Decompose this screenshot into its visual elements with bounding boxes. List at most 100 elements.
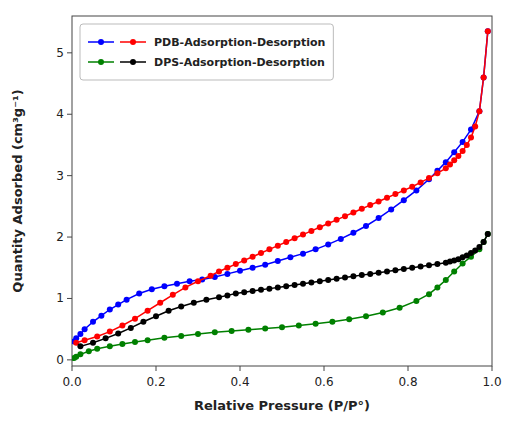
legend-frame (80, 24, 333, 80)
point (472, 124, 478, 130)
x-tick (492, 366, 493, 371)
point (443, 277, 449, 283)
point (460, 148, 466, 154)
point (132, 316, 138, 322)
point (434, 284, 440, 290)
point (300, 251, 306, 257)
point (418, 179, 424, 185)
point (82, 337, 88, 343)
point (409, 265, 415, 271)
y-tick (67, 175, 72, 176)
point (241, 257, 247, 263)
y-tick-label: 4 (56, 107, 64, 121)
point (140, 319, 146, 325)
point (468, 135, 474, 141)
point (485, 28, 491, 34)
point (224, 292, 230, 298)
point (94, 346, 100, 352)
legend-marker (130, 39, 136, 45)
point (292, 235, 298, 241)
point (380, 310, 386, 316)
x-tick-label: 0.6 (314, 375, 333, 389)
point (460, 260, 466, 266)
point (90, 340, 96, 346)
y-axis-label: Quantity Adsorbed (cm³g⁻¹) (10, 89, 25, 292)
point (300, 232, 306, 238)
x-tick-label: 0.0 (62, 375, 81, 389)
point (464, 142, 470, 148)
point (426, 262, 432, 268)
point (317, 278, 323, 284)
point (212, 329, 218, 335)
point (124, 297, 130, 303)
point (115, 330, 121, 336)
point (443, 260, 449, 266)
legend-marker (98, 39, 104, 45)
point (451, 268, 457, 274)
point (161, 283, 167, 289)
point (350, 209, 356, 215)
point (388, 206, 394, 212)
point (409, 184, 415, 190)
legend-label: PDB-Adsorption-Desorption (154, 36, 325, 49)
point (195, 278, 201, 284)
point (481, 239, 487, 245)
point (308, 279, 314, 285)
point (325, 277, 331, 283)
point (481, 74, 487, 80)
point (476, 108, 482, 114)
point (237, 268, 243, 274)
series-line (74, 234, 488, 358)
point (77, 351, 83, 357)
point (283, 283, 289, 289)
point (94, 334, 100, 340)
point (476, 108, 482, 114)
y-tick (67, 52, 72, 53)
point (275, 243, 281, 249)
point (287, 254, 293, 260)
point (233, 291, 239, 297)
point (98, 313, 104, 319)
point (266, 246, 272, 252)
point (317, 224, 323, 230)
point (485, 231, 491, 237)
point (451, 157, 457, 163)
plot-frame (72, 16, 492, 366)
x-tick (240, 366, 241, 371)
point (250, 288, 256, 294)
point (107, 307, 113, 313)
point (107, 329, 113, 335)
point (145, 337, 151, 343)
point (376, 198, 382, 204)
x-tick-label: 0.8 (398, 375, 417, 389)
point (300, 281, 306, 287)
x-tick (156, 366, 157, 371)
x-tick-label: 0.2 (146, 375, 165, 389)
point (233, 261, 239, 267)
point (359, 272, 365, 278)
point (145, 308, 151, 314)
point (170, 292, 176, 298)
point (334, 217, 340, 223)
point (376, 215, 382, 221)
y-tick-label: 0 (56, 353, 64, 367)
point (367, 202, 373, 208)
x-tick (408, 366, 409, 371)
point (187, 278, 193, 284)
point (346, 316, 352, 322)
point (325, 241, 331, 247)
point (296, 322, 302, 328)
point (455, 153, 461, 159)
point (334, 276, 340, 282)
chart: 0.00.20.40.60.81.0012345Relative Pressur… (0, 0, 508, 424)
point (401, 197, 407, 203)
point (77, 331, 83, 337)
y-tick-label: 2 (56, 230, 64, 244)
series (77, 231, 490, 349)
point (103, 335, 109, 341)
point (203, 297, 209, 303)
x-tick-label: 0.4 (230, 375, 249, 389)
point (279, 324, 285, 330)
point (208, 273, 214, 279)
point (119, 322, 125, 328)
